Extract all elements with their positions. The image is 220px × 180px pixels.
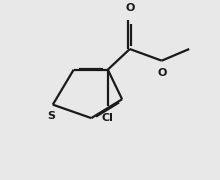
Text: Cl: Cl xyxy=(102,113,114,123)
Text: O: O xyxy=(125,3,134,13)
Text: O: O xyxy=(157,68,166,78)
Text: S: S xyxy=(47,111,55,122)
